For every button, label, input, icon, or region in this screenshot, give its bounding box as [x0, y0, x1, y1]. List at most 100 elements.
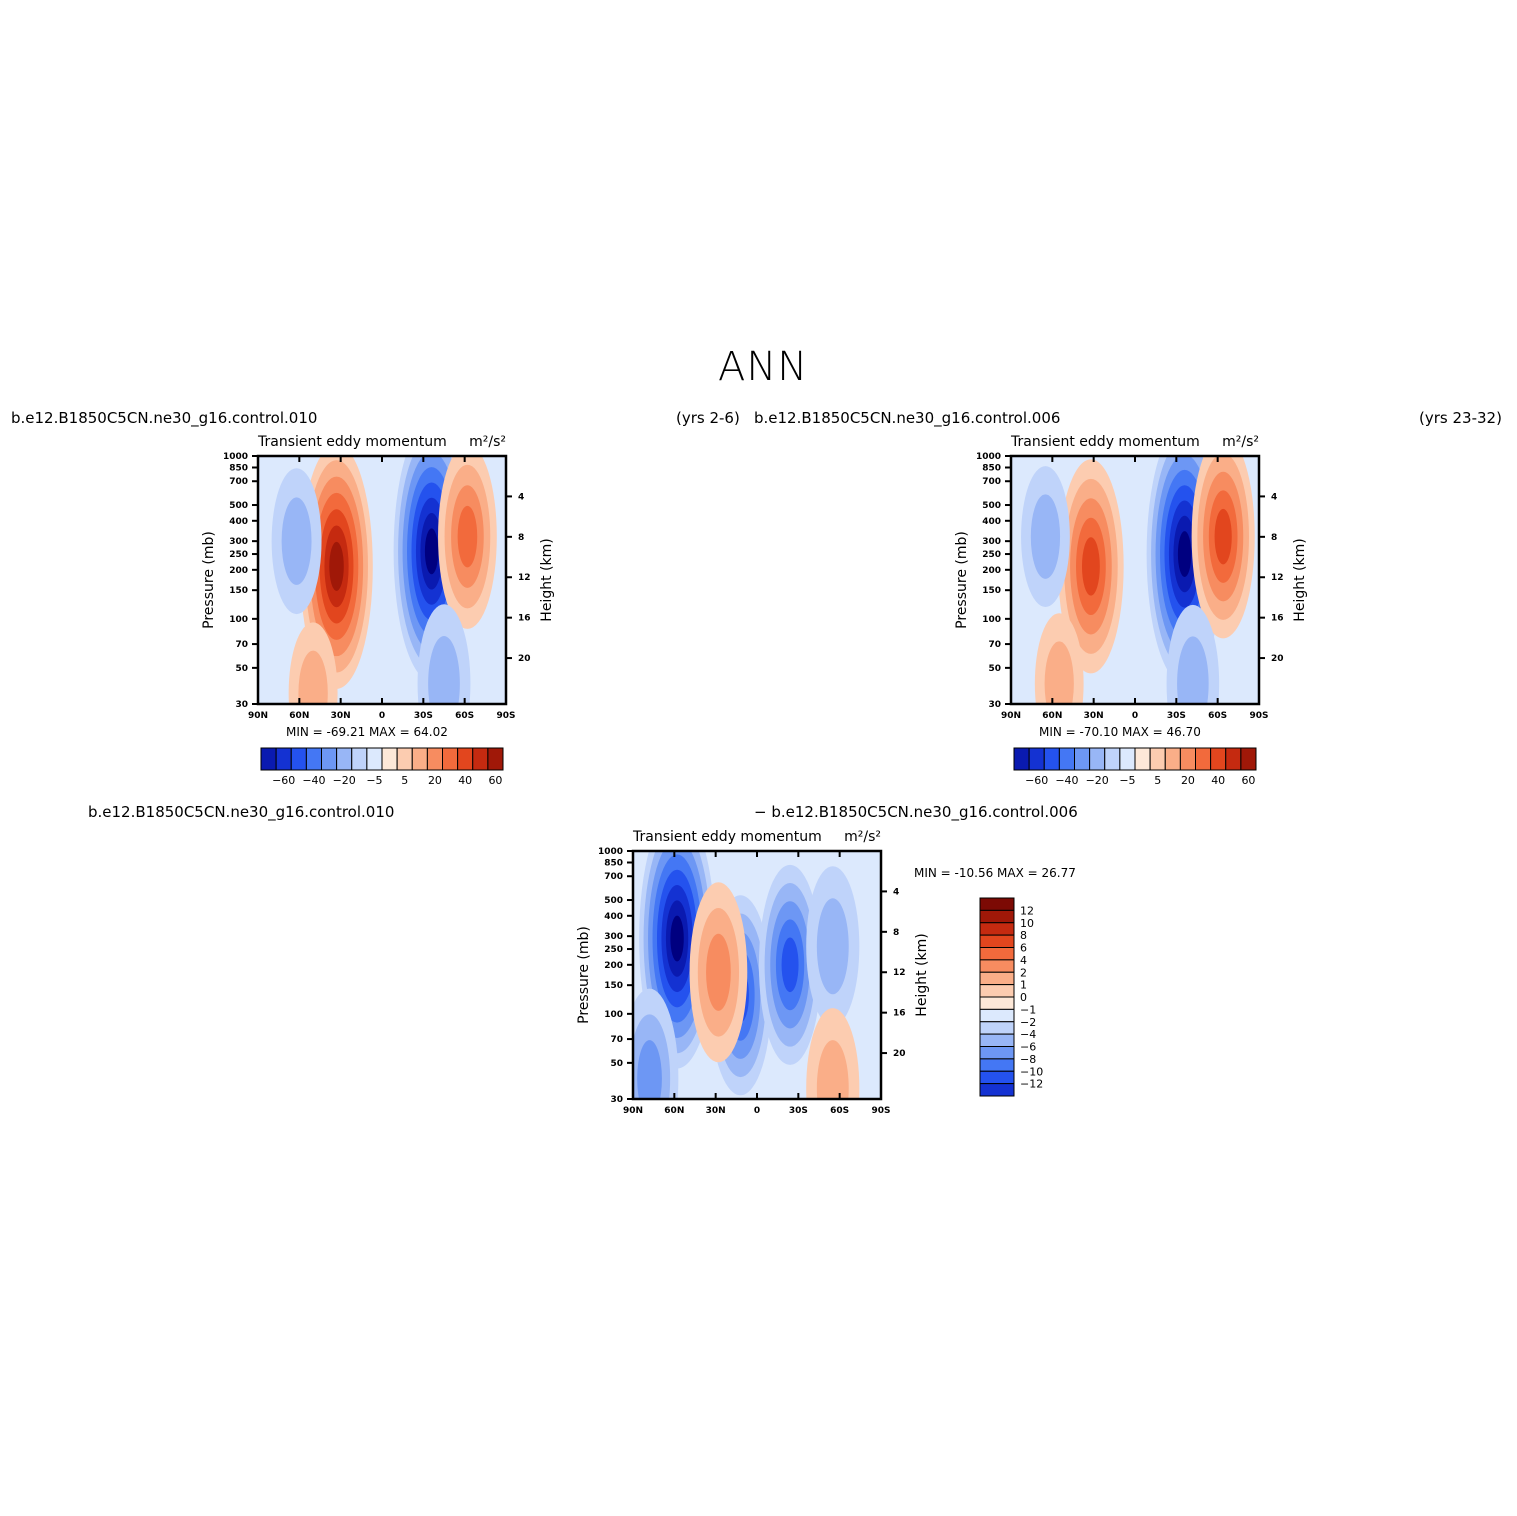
y-right-tick-label: 12 [893, 968, 906, 978]
colorbar-label: −6 [1020, 1041, 1036, 1054]
contour-feature-2 [1214, 508, 1232, 565]
y-right-tick-label: 12 [518, 573, 531, 583]
y-tick-label: 300 [229, 537, 248, 547]
contour-feature-3 [1030, 494, 1061, 579]
panel-1-years: (yrs 2-6) [676, 409, 740, 427]
colorbar-swatch [979, 1058, 1015, 1072]
colorbar-swatch [979, 971, 1015, 986]
min-max-label: MIN = -69.21 MAX = 64.02 [286, 725, 448, 739]
y-tick-label: 150 [982, 586, 1001, 596]
y-tick-label: 150 [229, 586, 248, 596]
y-tick-label: 500 [982, 501, 1001, 511]
colorbar-swatch [290, 747, 307, 771]
y-right-tick-label: 20 [518, 654, 531, 664]
plot-title: Transient eddy momentum [1010, 434, 1200, 450]
y-right-tick-label: 20 [1271, 654, 1284, 664]
colorbar-swatch [1043, 747, 1060, 771]
colorbar-swatch [260, 747, 277, 771]
colorbar-label: −10 [1020, 1065, 1043, 1078]
y-tick-label: 150 [604, 981, 623, 991]
colorbar-label: 40 [458, 774, 472, 787]
y-tick-label: 1000 [976, 452, 1001, 462]
y-tick-label: 300 [604, 932, 623, 942]
contour-feature-4 [706, 933, 731, 1011]
colorbar-label: 8 [1020, 929, 1027, 942]
colorbar-swatch [336, 747, 353, 771]
y-right-tick-label: 16 [893, 1009, 906, 1019]
colorbar-swatch [979, 897, 1015, 911]
colorbar-swatch [1240, 747, 1257, 771]
x-tick-label: 0 [379, 711, 385, 721]
y-tick-label: 70 [235, 640, 248, 650]
y-tick-label: 70 [988, 640, 1001, 650]
min-max-label: MIN = -70.10 MAX = 46.70 [1039, 725, 1201, 739]
plot-units: m²/s² [1222, 434, 1259, 450]
y-right-axis-label: Height (km) [1292, 538, 1308, 621]
colorbar-label: 1 [1020, 979, 1027, 992]
y-tick-label: 1000 [598, 847, 623, 857]
colorbar-swatch [979, 934, 1015, 948]
colorbar-swatch [487, 747, 504, 771]
contour-feature-0 [1081, 537, 1100, 596]
colorbar-label: 40 [1211, 774, 1225, 787]
colorbar-swatch [1195, 747, 1212, 771]
y-tick-label: 250 [229, 550, 248, 560]
x-tick-label: 30S [414, 711, 433, 721]
colorbar-swatch [979, 1033, 1015, 1047]
contour-feature-0 [329, 541, 344, 591]
y-axis-label: Pressure (mb) [201, 531, 217, 629]
x-tick-label: 60S [455, 711, 474, 721]
colorbar-label: 5 [1154, 774, 1161, 787]
colorbar-swatch [411, 747, 428, 771]
y-tick-label: 850 [982, 463, 1001, 473]
colorbar-label: 4 [1020, 954, 1027, 967]
colorbar-label: −60 [1025, 774, 1048, 787]
colorbar-swatch [979, 1008, 1015, 1023]
colorbar-label: 60 [488, 774, 502, 787]
colorbar-swatch [472, 747, 489, 771]
colorbar-swatch [1179, 747, 1196, 771]
y-tick-label: 700 [229, 477, 248, 487]
colorbar-swatch [1134, 747, 1151, 771]
y-axis-label: Pressure (mb) [954, 531, 970, 629]
x-tick-label: 60S [1208, 711, 1227, 721]
colorbar-swatch [457, 747, 474, 771]
colorbar-swatch [305, 747, 322, 771]
colorbar-label: 20 [1181, 774, 1195, 787]
y-tick-label: 50 [610, 1059, 623, 1069]
y-tick-label: 100 [229, 615, 248, 625]
colorbar-swatch [979, 1083, 1015, 1097]
y-tick-label: 50 [235, 664, 248, 674]
colorbar-label: 5 [401, 774, 408, 787]
y-tick-label: 30 [235, 700, 248, 710]
contour-field [271, 456, 497, 704]
y-tick-label: 200 [229, 566, 248, 576]
x-tick-label: 90S [871, 1106, 890, 1116]
colorbar-swatch [381, 747, 398, 771]
colorbar-swatch [275, 747, 292, 771]
colorbar-label: −1 [1020, 1003, 1036, 1016]
y-tick-label: 50 [988, 664, 1001, 674]
y-tick-label: 400 [229, 517, 248, 527]
y-tick-label: 700 [604, 872, 623, 882]
plot-units: m²/s² [844, 829, 881, 845]
contour-feature-5 [1044, 641, 1074, 704]
panel-1-chart: Transient eddy momentum m²/s² 90N 60N 30N 0 30… [201, 434, 555, 787]
y-tick-label: 100 [604, 1010, 623, 1020]
colorbar-swatch [351, 747, 368, 771]
y-tick-label: 850 [604, 858, 623, 868]
y-tick-label: 250 [982, 550, 1001, 560]
panel-3-chart: Transient eddy momentum m²/s² 90N 60N 30N 0 30… [576, 829, 1076, 1116]
colorbar-swatch [1119, 747, 1136, 771]
y-tick-label: 200 [982, 566, 1001, 576]
colorbar-label: −4 [1020, 1028, 1036, 1041]
plot-title: Transient eddy momentum [257, 434, 447, 450]
y-tick-label: 70 [610, 1035, 623, 1045]
colorbar-swatch [1225, 747, 1242, 771]
x-tick-label: 60N [289, 711, 309, 721]
y-right-tick-label: 12 [1271, 573, 1284, 583]
contour-feature-0 [670, 915, 684, 962]
colorbar-label: −5 [1119, 774, 1135, 787]
contour-feature-1 [637, 1040, 662, 1099]
colorbar-swatch [1104, 747, 1121, 771]
